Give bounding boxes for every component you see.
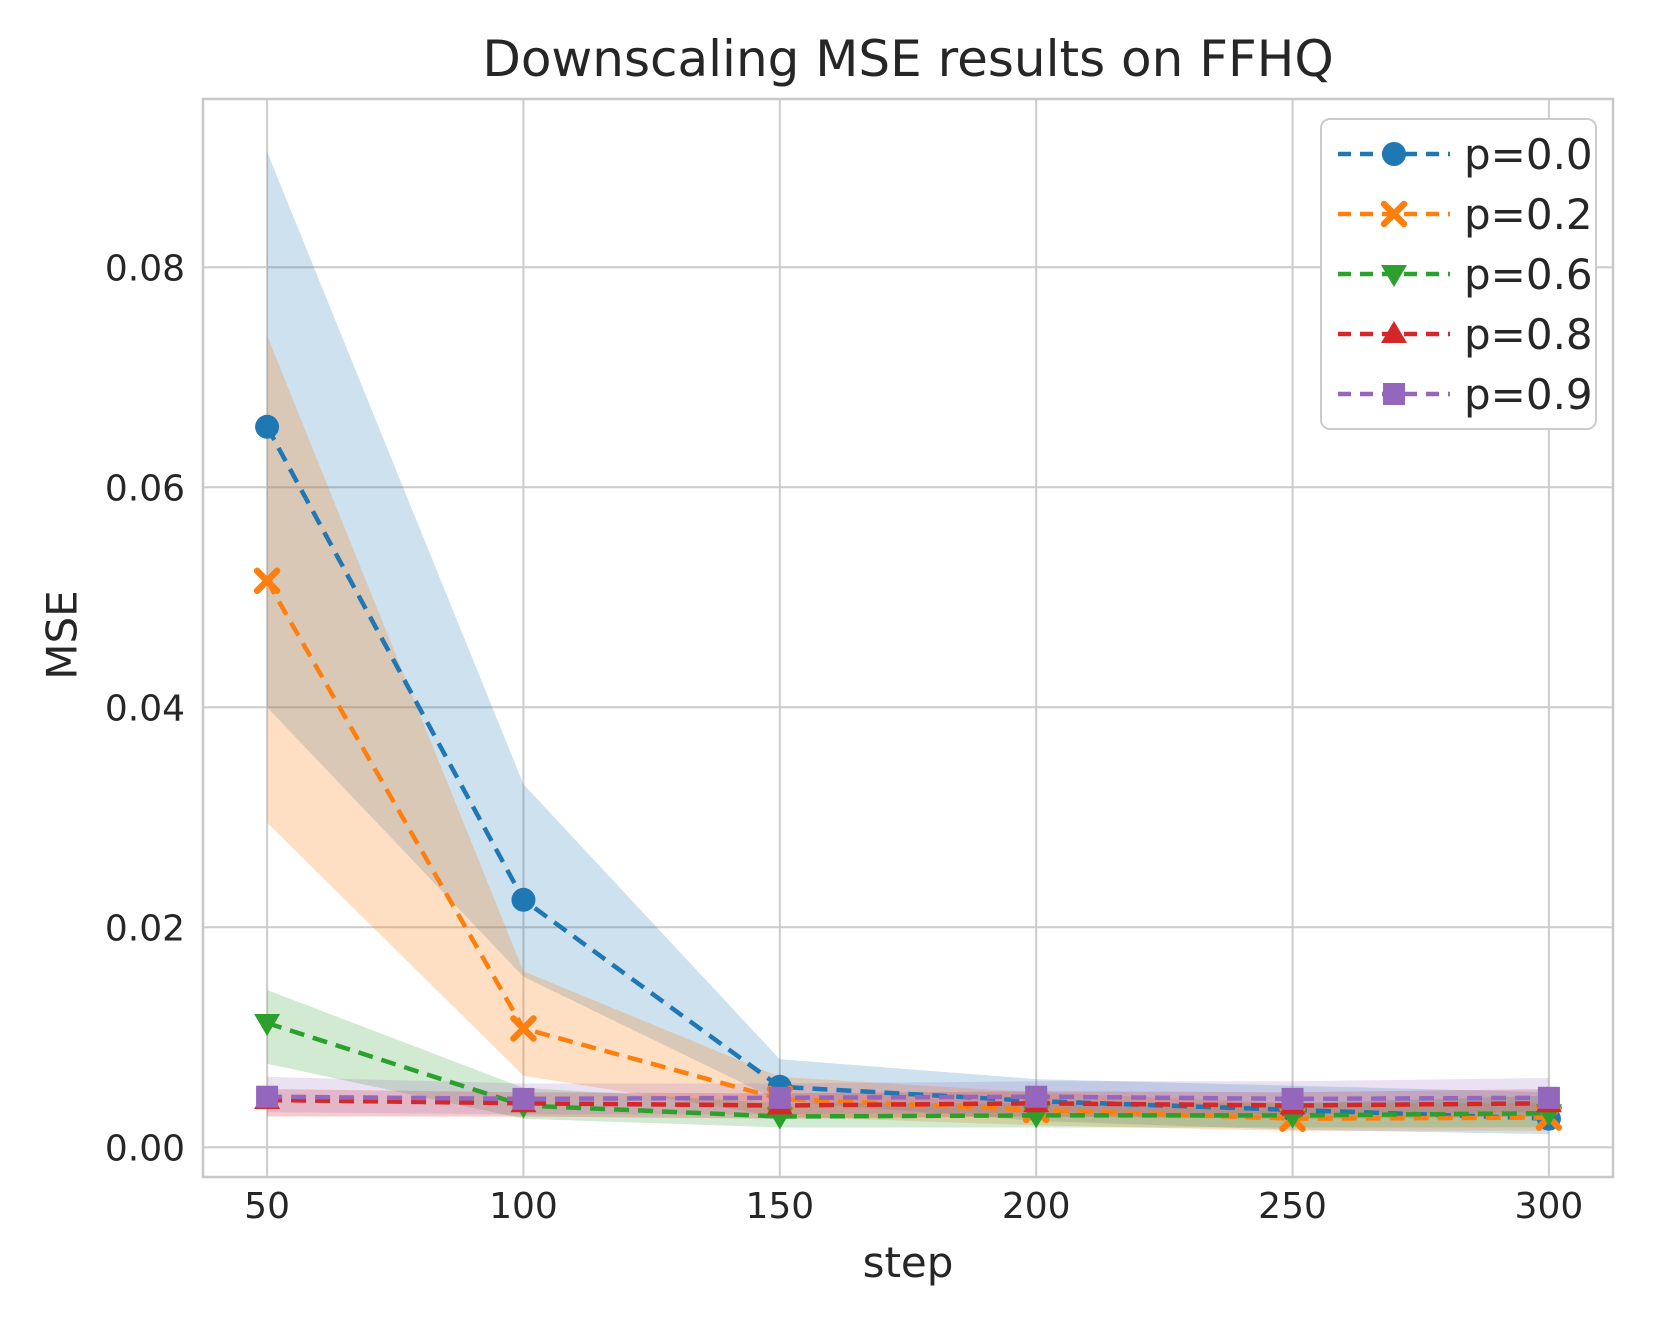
square-marker-icon (1537, 1086, 1560, 1109)
series-line-p=0.6 (266, 1020, 1549, 1119)
legend-sample (1338, 200, 1450, 228)
y-tick-label: 0.08 (105, 248, 185, 289)
square-marker-icon (768, 1086, 791, 1109)
plot-border (201, 97, 1615, 1179)
series-line-p=0.9 (267, 1094, 1549, 1102)
legend-item-p=0.8: p=0.8 (1322, 304, 1595, 364)
x-tick-label: 200 (1002, 1186, 1071, 1227)
square-marker-icon (1025, 1085, 1048, 1108)
y-tick-label: 0.02 (105, 908, 185, 949)
x-tick-label: 300 (1515, 1186, 1584, 1227)
legend-item-p=0.9: p=0.9 (1322, 364, 1595, 424)
legend-item-p=0.2: p=0.2 (1322, 184, 1595, 244)
circle-marker-icon (1382, 142, 1406, 166)
legend-label: p=0.8 (1464, 309, 1593, 359)
legend-label: p=0.9 (1464, 369, 1593, 419)
legend-sample (1338, 321, 1450, 343)
x-marker-icon (1380, 200, 1408, 228)
square-marker-icon (512, 1087, 535, 1110)
legend-sample (1338, 142, 1450, 166)
x-marker-icon (253, 567, 281, 595)
confidence-band (267, 990, 1549, 1128)
triangle-down-marker-icon (1381, 265, 1407, 287)
square-marker-icon (1383, 383, 1405, 405)
y-tick-label: 0.06 (105, 468, 185, 509)
legend-item-p=0.0: p=0.0 (1322, 124, 1595, 184)
legend-label: p=0.0 (1464, 129, 1593, 179)
legend-sample (1338, 383, 1450, 405)
legend-sample (1338, 265, 1450, 287)
confidence-band (267, 1076, 1549, 1115)
legend-label: p=0.6 (1464, 249, 1593, 299)
square-marker-icon (1281, 1087, 1304, 1110)
y-tick-label: 0.00 (105, 1128, 185, 1169)
chart-title: Downscaling MSE results on FFHQ (482, 30, 1334, 88)
circle-marker-icon (255, 414, 280, 439)
x-marker-icon (510, 1015, 537, 1042)
legend-label: p=0.2 (1464, 189, 1593, 239)
triangle-down-marker-icon (254, 1014, 281, 1036)
x-axis-label: step (862, 1238, 954, 1287)
x-tick-label: 100 (489, 1186, 558, 1227)
square-marker-icon (256, 1085, 279, 1108)
confidence-band (267, 151, 1549, 1135)
y-tick-label: 0.04 (105, 688, 185, 729)
legend: p=0.0 p=0.2 p=0.6 p=0.8 p=0.9 (1320, 118, 1597, 430)
legend-item-p=0.6: p=0.6 (1322, 244, 1595, 304)
series-line-p=0.8 (267, 1097, 1549, 1108)
x-tick-label: 250 (1258, 1186, 1327, 1227)
circle-marker-icon (511, 887, 536, 912)
triangle-up-marker-icon (1381, 321, 1407, 343)
x-tick-label: 150 (745, 1186, 814, 1227)
x-tick-label: 50 (244, 1186, 290, 1227)
